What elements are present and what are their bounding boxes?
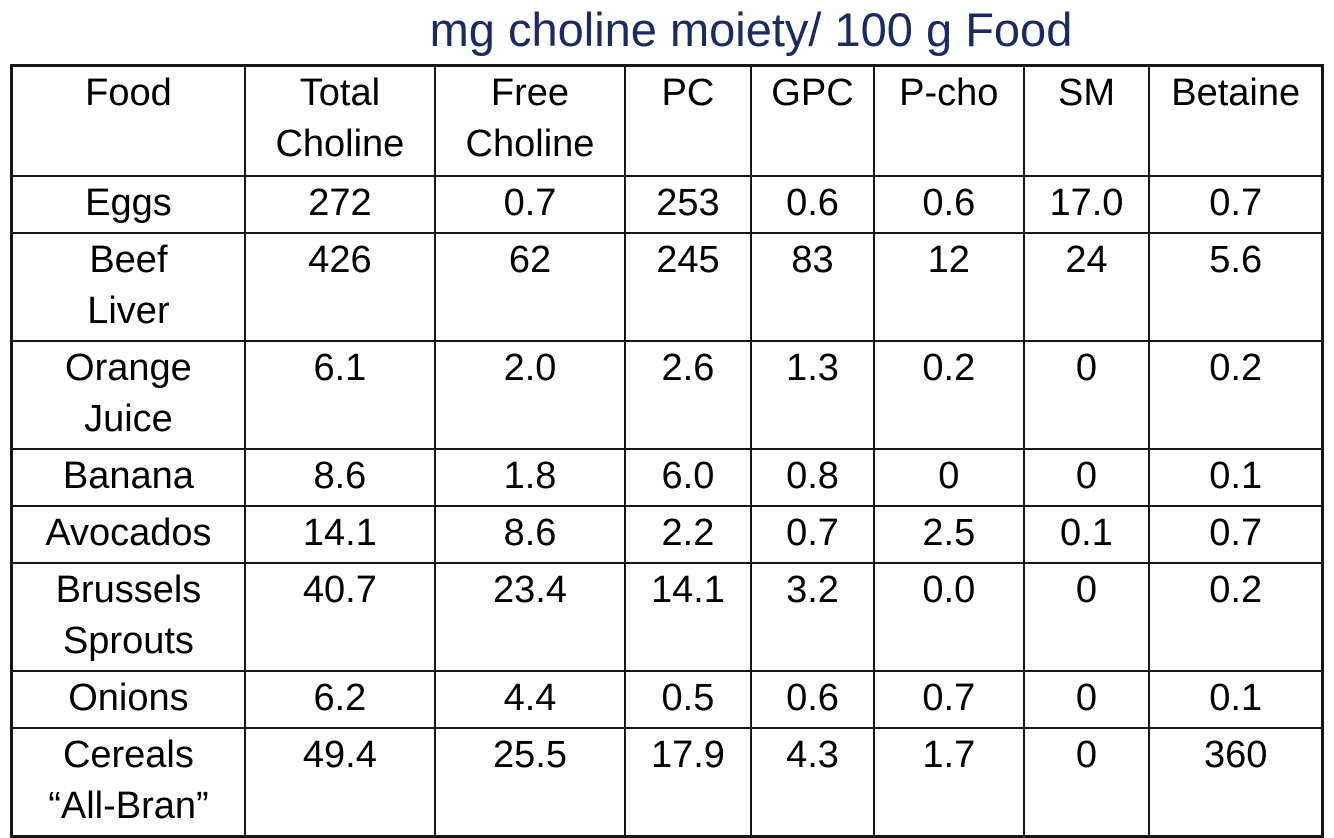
value-cell: 426: [243, 232, 436, 342]
food-name-cell: Orange Juice: [10, 340, 246, 450]
value-cell: 0.0: [873, 562, 1025, 672]
value-cell: 4.3: [749, 727, 876, 838]
value-cell: 0.8: [749, 448, 876, 507]
value-cell: 245: [624, 232, 752, 342]
value-cell: 0.1: [1022, 505, 1151, 564]
table-body: Eggs 272 0.7 253 0.6 0.6 17.0 0.7 Beef Liver 426 6…: [10, 175, 1324, 838]
value-cell: 6.2: [243, 670, 436, 729]
value-cell: 0.2: [1148, 340, 1324, 450]
value-cell: 1.7: [873, 727, 1025, 838]
table-row: Onions 6.2 4.4 0.5 0.6 0.7 0 0.1: [10, 670, 1324, 729]
table-row: Eggs 272 0.7 253 0.6 0.6 17.0 0.7: [10, 175, 1324, 234]
column-header-food: Food: [10, 64, 246, 177]
table-row: Beef Liver 426 62 245 83 12 24 5.6: [10, 232, 1324, 342]
value-cell: 3.2: [749, 562, 876, 672]
value-cell: 0.1: [1148, 670, 1324, 729]
choline-content-table: Food Total Choline Free Choline PC GPC P-cho S…: [10, 64, 1324, 838]
value-cell: 1.8: [433, 448, 627, 507]
value-cell: 17.9: [624, 727, 752, 838]
value-cell: 8.6: [433, 505, 627, 564]
food-name-cell: Onions: [10, 670, 246, 729]
column-header-pc: PC: [624, 64, 752, 177]
value-cell: 0.7: [1148, 505, 1324, 564]
value-cell: 14.1: [624, 562, 752, 672]
value-cell: 0: [1022, 448, 1151, 507]
table-row: Banana 8.6 1.8 6.0 0.8 0 0 0.1: [10, 448, 1324, 507]
value-cell: 6.0: [624, 448, 752, 507]
value-cell: 2.5: [873, 505, 1025, 564]
food-name-cell: Cereals “All-Bran”: [10, 727, 246, 838]
value-cell: 23.4: [433, 562, 627, 672]
column-header-gpc: GPC: [749, 64, 876, 177]
value-cell: 25.5: [433, 727, 627, 838]
value-cell: 0.7: [749, 505, 876, 564]
value-cell: 0.1: [1148, 448, 1324, 507]
value-cell: 0.6: [749, 175, 876, 234]
page-title: mg choline moiety/ 100 g Food: [429, 3, 1073, 56]
value-cell: 0: [1022, 670, 1151, 729]
table-row: Avocados 14.1 8.6 2.2 0.7 2.5 0.1 0.7: [10, 505, 1324, 564]
value-cell: 360: [1148, 727, 1324, 838]
value-cell: 253: [624, 175, 752, 234]
food-name-cell: Banana: [10, 448, 246, 507]
food-name-cell: Brussels Sprouts: [10, 562, 246, 672]
value-cell: 6.1: [243, 340, 436, 450]
value-cell: 24: [1022, 232, 1151, 342]
value-cell: 0.7: [1148, 175, 1324, 234]
table-row: Brussels Sprouts 40.7 23.4 14.1 3.2 0.0 0 0.2: [10, 562, 1324, 672]
title-bar: mg choline moiety/ 100 g Food: [84, 2, 1334, 57]
food-name-cell: Eggs: [10, 175, 246, 234]
value-cell: 40.7: [243, 562, 436, 672]
value-cell: 272: [243, 175, 436, 234]
value-cell: 0.2: [1148, 562, 1324, 672]
value-cell: 0.7: [433, 175, 627, 234]
value-cell: 2.6: [624, 340, 752, 450]
table-head: Food Total Choline Free Choline PC GPC P-cho S…: [10, 64, 1324, 177]
value-cell: 2.0: [433, 340, 627, 450]
value-cell: 1.3: [749, 340, 876, 450]
value-cell: 14.1: [243, 505, 436, 564]
value-cell: 0.6: [873, 175, 1025, 234]
value-cell: 0: [1022, 562, 1151, 672]
table-row: Cereals “All-Bran” 49.4 25.5 17.9 4.3 1.7 0 360: [10, 727, 1324, 838]
value-cell: 12: [873, 232, 1025, 342]
value-cell: 0.7: [873, 670, 1025, 729]
value-cell: 5.6: [1148, 232, 1324, 342]
column-header-free: Free Choline: [433, 64, 627, 177]
value-cell: 83: [749, 232, 876, 342]
table-row: Orange Juice 6.1 2.0 2.6 1.3 0.2 0 0.2: [10, 340, 1324, 450]
value-cell: 49.4: [243, 727, 436, 838]
header-row: Food Total Choline Free Choline PC GPC P-cho S…: [10, 64, 1324, 177]
column-header-sm: SM: [1022, 64, 1151, 177]
value-cell: 0.6: [749, 670, 876, 729]
value-cell: 4.4: [433, 670, 627, 729]
food-name-cell: Beef Liver: [10, 232, 246, 342]
food-name-cell: Avocados: [10, 505, 246, 564]
column-header-total: Total Choline: [243, 64, 436, 177]
value-cell: 0: [1022, 727, 1151, 838]
value-cell: 0: [1022, 340, 1151, 450]
value-cell: 62: [433, 232, 627, 342]
value-cell: 8.6: [243, 448, 436, 507]
value-cell: 17.0: [1022, 175, 1151, 234]
column-header-p-cho: P-cho: [873, 64, 1025, 177]
value-cell: 2.2: [624, 505, 752, 564]
column-header-betaine: Betaine: [1148, 64, 1324, 177]
value-cell: 0: [873, 448, 1025, 507]
value-cell: 0.2: [873, 340, 1025, 450]
value-cell: 0.5: [624, 670, 752, 729]
